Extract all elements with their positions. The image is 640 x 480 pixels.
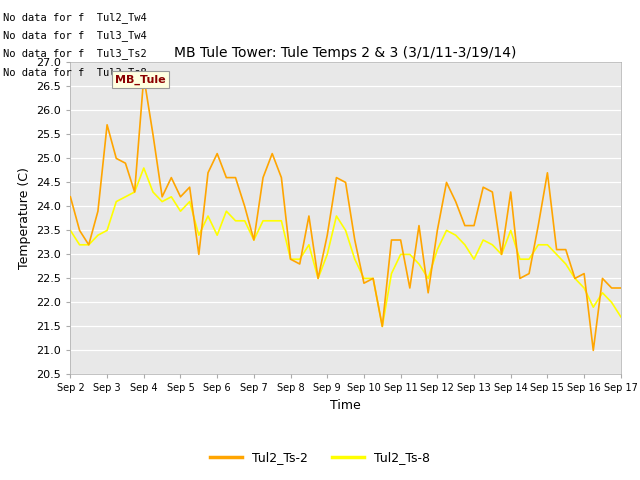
Text: No data for f  Tul2_Tw4: No data for f Tul2_Tw4	[3, 12, 147, 23]
Tul2_Ts-2	[369, 276, 377, 281]
Tul2_Ts-2	[268, 151, 276, 156]
Tul2_Ts-8	[140, 165, 148, 171]
Tul2_Ts-2	[589, 348, 597, 353]
Tul2_Ts-2	[204, 170, 212, 176]
Text: MB_Tule: MB_Tule	[115, 74, 166, 84]
Tul2_Ts-8	[268, 218, 276, 224]
Tul2_Ts-8	[186, 199, 193, 204]
Text: No data for f  Tul3_Ts2: No data for f Tul3_Ts2	[3, 48, 147, 60]
Tul2_Ts-2	[406, 285, 413, 291]
Tul2_Ts-2	[617, 285, 625, 291]
Text: No data for f  Tul3_Tw4: No data for f Tul3_Tw4	[3, 30, 147, 41]
Title: MB Tule Tower: Tule Temps 2 & 3 (3/1/11-3/19/14): MB Tule Tower: Tule Temps 2 & 3 (3/1/11-…	[175, 46, 516, 60]
Tul2_Ts-8	[67, 228, 74, 233]
Y-axis label: Temperature (C): Temperature (C)	[18, 168, 31, 269]
Line: Tul2_Ts-2: Tul2_Ts-2	[70, 77, 621, 350]
X-axis label: Time: Time	[330, 399, 361, 412]
Tul2_Ts-2	[67, 194, 74, 200]
Tul2_Ts-2	[186, 184, 193, 190]
Tul2_Ts-8	[562, 261, 570, 267]
Tul2_Ts-8	[369, 276, 377, 281]
Tul2_Ts-2	[553, 247, 561, 252]
Line: Tul2_Ts-8: Tul2_Ts-8	[70, 168, 621, 326]
Tul2_Ts-8	[204, 213, 212, 219]
Tul2_Ts-8	[415, 261, 423, 267]
Tul2_Ts-8	[617, 314, 625, 320]
Legend: Tul2_Ts-2, Tul2_Ts-8: Tul2_Ts-2, Tul2_Ts-8	[205, 446, 435, 469]
Tul2_Ts-2	[140, 74, 148, 80]
Text: No data for f  Tul3_Ts8: No data for f Tul3_Ts8	[3, 67, 147, 78]
Tul2_Ts-8	[378, 324, 386, 329]
